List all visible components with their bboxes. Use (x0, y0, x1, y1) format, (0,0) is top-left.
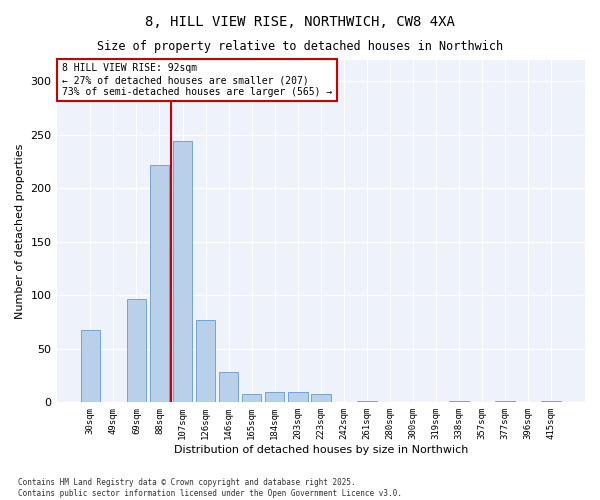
Bar (242, 394, 262, 402)
Bar (311, 394, 331, 402)
Text: 8, HILL VIEW RISE, NORTHWICH, CW8 4XA: 8, HILL VIEW RISE, NORTHWICH, CW8 4XA (145, 15, 455, 29)
Text: Size of property relative to detached houses in Northwich: Size of property relative to detached ho… (97, 40, 503, 53)
Y-axis label: Number of detached properties: Number of detached properties (15, 144, 25, 319)
Bar (265, 392, 284, 402)
Bar (149, 165, 169, 402)
X-axis label: Distribution of detached houses by size in Northwich: Distribution of detached houses by size … (173, 445, 468, 455)
Bar (127, 298, 146, 403)
Text: 8 HILL VIEW RISE: 92sqm
← 27% of detached houses are smaller (207)
73% of semi-d: 8 HILL VIEW RISE: 92sqm ← 27% of detache… (62, 64, 332, 96)
Bar (219, 372, 238, 402)
Bar (196, 320, 215, 402)
Text: Contains HM Land Registry data © Crown copyright and database right 2025.
Contai: Contains HM Land Registry data © Crown c… (18, 478, 402, 498)
Bar (173, 142, 193, 402)
Bar (288, 392, 308, 402)
Bar (80, 330, 100, 402)
